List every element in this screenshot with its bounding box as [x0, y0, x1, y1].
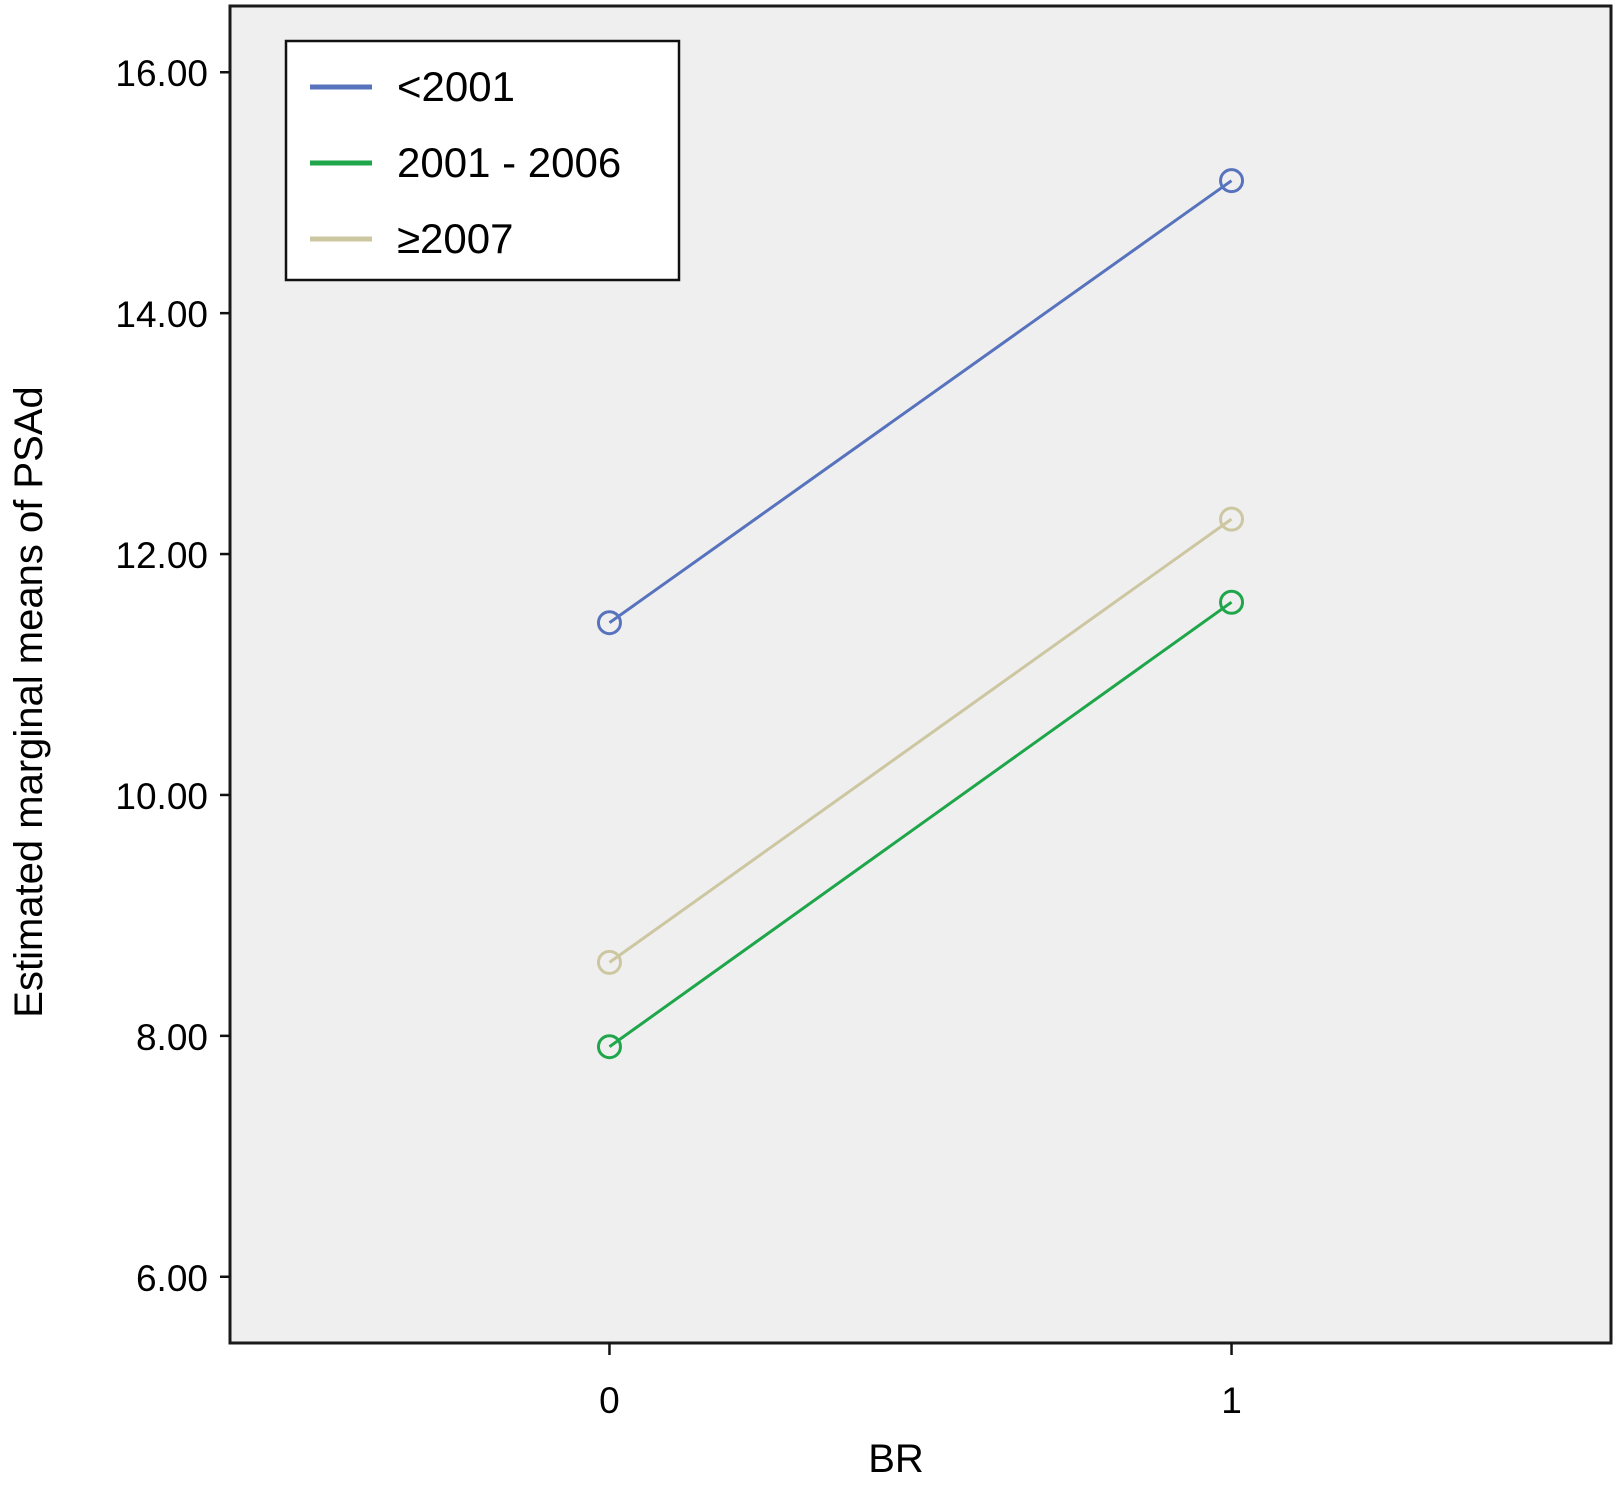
data-point: [596, 610, 622, 636]
y-tick-label: 12.00: [115, 535, 208, 576]
y-tick-label: 16.00: [115, 53, 208, 94]
legend-items: <2001 2001 - 2006 ≥2007: [310, 63, 621, 262]
y-tick-label: 14.00: [115, 294, 208, 335]
data-point: [1219, 589, 1245, 615]
series-1: [596, 589, 1245, 1060]
data-point: [596, 1034, 622, 1060]
data-point: [1219, 506, 1245, 532]
x-tick-label: 0: [599, 1380, 620, 1421]
y-tick-label: 6.00: [136, 1258, 208, 1299]
series-layer: [596, 168, 1245, 1060]
series-line: [608, 179, 1233, 624]
series-2: [596, 506, 1245, 975]
series-line: [608, 517, 1233, 964]
x-tick-label: 1: [1221, 1380, 1242, 1421]
series-0: [596, 168, 1245, 636]
y-axis-title: Estimated marginal means of PSAd: [7, 386, 51, 1017]
data-point: [596, 949, 622, 975]
x-axis-title: BR: [868, 1437, 924, 1481]
legend-label: <2001: [397, 63, 515, 110]
legend: <2001 2001 - 2006 ≥2007: [284, 39, 681, 282]
series-line: [608, 600, 1233, 1048]
y-tick-label: 8.00: [136, 1017, 208, 1058]
legend-label: 2001 - 2006: [397, 139, 621, 186]
y-axis: 6.00 8.00 10.00 12.00 14.00 16.00: [115, 53, 230, 1299]
y-tick-label: 10.00: [115, 776, 208, 817]
legend-label: ≥2007: [397, 215, 513, 262]
data-point: [1219, 168, 1245, 194]
